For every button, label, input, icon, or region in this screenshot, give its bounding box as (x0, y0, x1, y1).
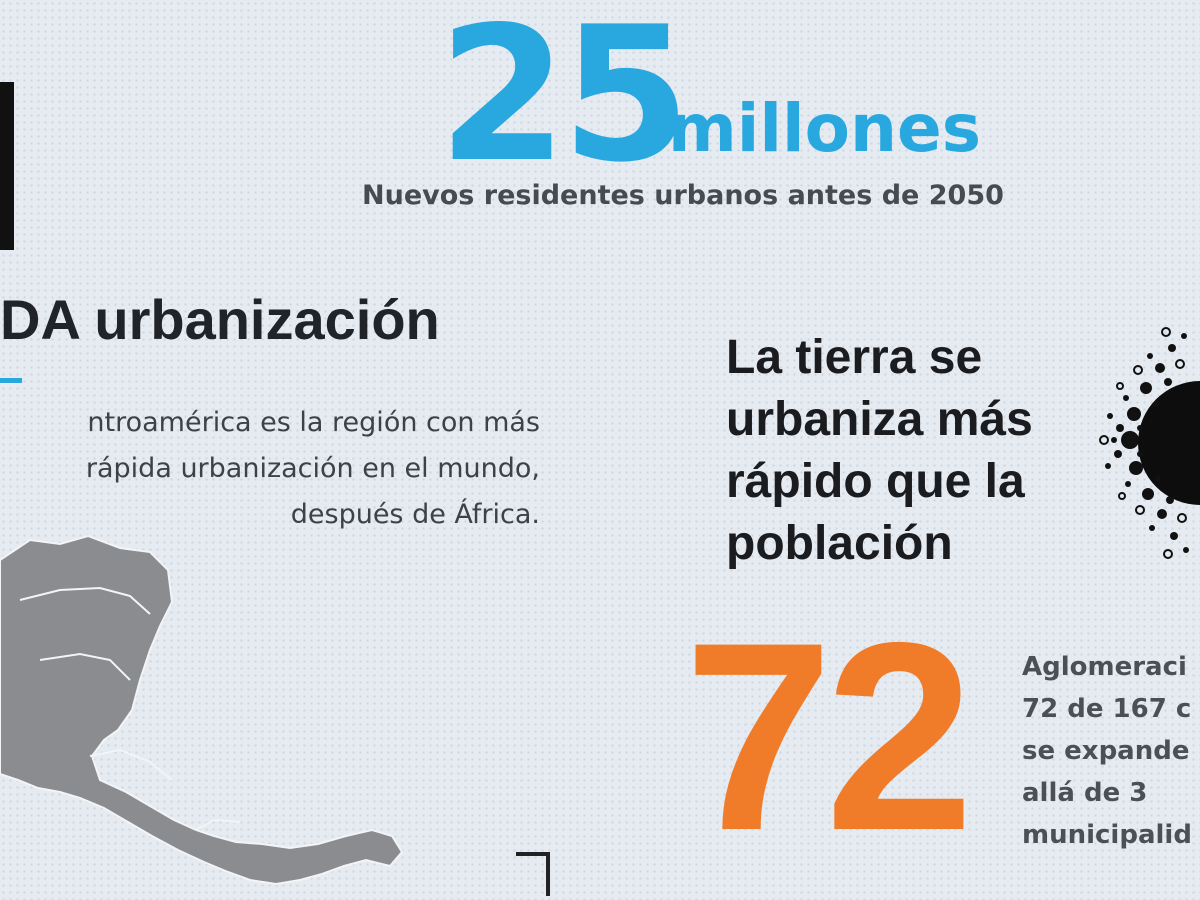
new-residents-subtitle: Nuevos residentes urbanos antes de 2050 (362, 180, 1004, 211)
urbanization-description: ntroamérica es la región con más rápida … (0, 400, 540, 538)
agglomerations-line: se expande (1022, 736, 1190, 766)
agglomerations-text: Aglomeraci 72 de 167 c se expande allá d… (1022, 646, 1192, 856)
agglomerations-line: allá de 3 (1022, 778, 1148, 808)
land-line: población (726, 517, 953, 570)
agglomerations-line: municipalid (1022, 820, 1192, 850)
left-dark-bar (0, 82, 14, 250)
urbanization-title: DA urbanización (0, 288, 440, 351)
land-line: La tierra se (726, 331, 983, 384)
central-america-map-icon (0, 534, 404, 886)
urbanization-dots-icon (1099, 327, 1200, 559)
blue-divider (0, 378, 22, 383)
land-urbanizes-text: La tierra se urbaniza más rápido que la … (726, 327, 1033, 575)
description-line: después de África. (290, 499, 540, 530)
agglomerations-line: 72 de 167 c (1022, 694, 1192, 724)
description-line: rápida urbanización en el mundo, (85, 453, 540, 484)
big-number-25: 25 (438, 0, 691, 203)
land-line: urbaniza más (726, 393, 1033, 446)
millions-label: millones (668, 90, 982, 167)
description-line: ntroamérica es la región con más (87, 407, 540, 438)
land-line: rápido que la (726, 455, 1025, 508)
agglomerations-line: Aglomeraci (1022, 652, 1187, 682)
big-number-72: 72 (684, 586, 974, 886)
corner-bracket (516, 852, 550, 896)
